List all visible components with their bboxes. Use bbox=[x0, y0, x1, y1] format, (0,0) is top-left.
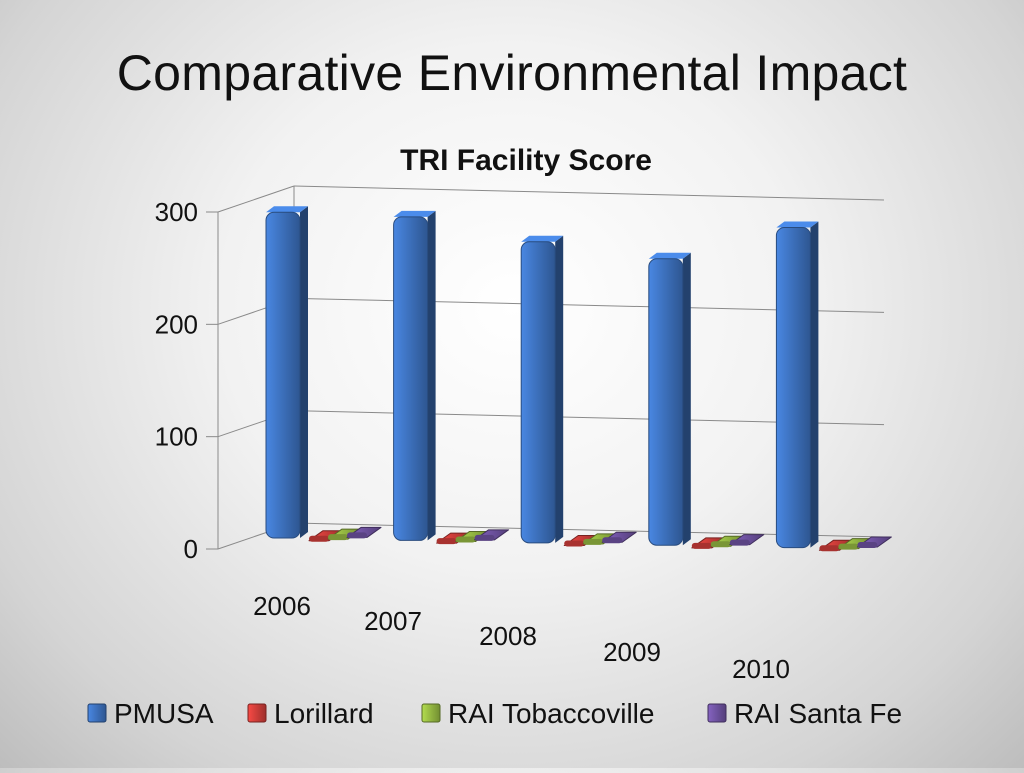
bar-rai-tobaccoville-2007-front bbox=[455, 536, 476, 543]
bar-pmusa-2009-front bbox=[648, 258, 684, 546]
bar-pmusa-2010-front bbox=[775, 226, 811, 549]
bars bbox=[265, 206, 892, 552]
x-tick-label-2010: 2010 bbox=[732, 654, 790, 684]
y-tick-label: 300 bbox=[155, 197, 198, 227]
bar-rai-santa-fe-2008-front bbox=[602, 537, 623, 544]
legend-swatch bbox=[87, 703, 107, 723]
x-tick-label-2007: 2007 bbox=[364, 606, 422, 636]
bar-rai-santa-fe-2010-front bbox=[857, 542, 878, 549]
bar-lorillard-2006-front bbox=[309, 535, 329, 542]
x-tick-label-2006: 2006 bbox=[253, 591, 311, 621]
bar-rai-tobaccoville-2009-front bbox=[710, 541, 731, 548]
gridline bbox=[293, 185, 885, 201]
bar-pmusa-2009-top bbox=[648, 252, 691, 259]
x-axis-ticks: 2006 2007 2008 2009 2010 bbox=[253, 591, 790, 684]
y-tick-label: 100 bbox=[155, 422, 198, 452]
chart-title: TRI Facility Score bbox=[400, 144, 652, 177]
legend-label: RAI Tobaccoville bbox=[448, 698, 654, 729]
y-tick-label: 200 bbox=[155, 309, 198, 339]
x-tick-label-2009: 2009 bbox=[603, 637, 661, 667]
legend-item-rai-tobaccoville: RAI Tobaccoville bbox=[421, 698, 654, 729]
bar-rai-santa-fe-2007-front bbox=[474, 534, 495, 541]
legend-label: Lorillard bbox=[274, 698, 374, 729]
bar-pmusa-2006-side bbox=[300, 206, 308, 539]
bar-rai-tobaccoville-2010-front bbox=[838, 543, 859, 550]
bar-pmusa-2008-top bbox=[521, 235, 564, 242]
bar-rai-santa-fe-2006-front bbox=[347, 532, 367, 539]
bar-lorillard-2007-front bbox=[436, 538, 457, 545]
bar-pmusa-2008-front bbox=[520, 241, 556, 544]
bar-pmusa-2010-side bbox=[810, 221, 819, 548]
bar-lorillard-2009-front bbox=[691, 542, 712, 549]
bar-rai-santa-fe-2009 bbox=[729, 534, 765, 546]
legend-swatch bbox=[707, 703, 727, 723]
bar-pmusa-2007-top bbox=[393, 210, 436, 217]
bar-rai-tobaccoville-2006-front bbox=[328, 534, 348, 541]
legend-item-rai-santa-fe: RAI Santa Fe bbox=[707, 698, 902, 729]
bar-rai-santa-fe-2010 bbox=[856, 536, 892, 549]
legend-swatch bbox=[421, 703, 441, 723]
bar-lorillard-2010 bbox=[818, 539, 854, 552]
side-gridline bbox=[217, 185, 295, 213]
bar-rai-tobaccoville-2006 bbox=[327, 528, 363, 541]
bar-rai-santa-fe-2007 bbox=[474, 529, 510, 541]
bar-pmusa-2006 bbox=[265, 206, 308, 539]
bar-rai-santa-fe-2008 bbox=[601, 531, 637, 544]
bar-pmusa-2009-side bbox=[682, 252, 691, 546]
slide-title: Comparative Environmental Impact bbox=[116, 45, 908, 101]
bar-rai-santa-fe-2006 bbox=[346, 526, 382, 539]
bar-pmusa-2007-front bbox=[393, 216, 429, 541]
bar-pmusa-2010-top bbox=[776, 221, 819, 228]
bar-pmusa-2006-front bbox=[265, 211, 301, 539]
bar-rai-tobaccoville-2008-front bbox=[583, 538, 604, 545]
bar-pmusa-2006-top bbox=[266, 206, 308, 213]
legend: PMUSA Lorillard RAI Tobaccoville RAI Santa … bbox=[87, 698, 902, 729]
bar-rai-santa-fe-2009-front bbox=[729, 539, 750, 546]
bar-pmusa-2007-side bbox=[427, 210, 436, 541]
y-axis-ticks: 0 100 200 300 bbox=[155, 197, 198, 564]
bar-lorillard-2010-front bbox=[819, 545, 840, 552]
legend-item-lorillard: Lorillard bbox=[247, 698, 374, 729]
bar-pmusa-2009 bbox=[648, 252, 691, 546]
legend-swatch bbox=[247, 703, 267, 723]
x-tick-label-2008: 2008 bbox=[479, 621, 537, 651]
bar-pmusa-2008-side bbox=[555, 235, 564, 543]
y-tick-label: 0 bbox=[184, 534, 198, 564]
bar-pmusa-2007 bbox=[393, 210, 436, 541]
legend-item-pmusa: PMUSA bbox=[87, 698, 214, 729]
bar-pmusa-2010 bbox=[775, 221, 819, 549]
legend-label: RAI Santa Fe bbox=[734, 698, 902, 729]
bar-lorillard-2008-front bbox=[564, 540, 585, 547]
legend-label: PMUSA bbox=[114, 698, 214, 729]
bar-pmusa-2008 bbox=[520, 235, 564, 544]
